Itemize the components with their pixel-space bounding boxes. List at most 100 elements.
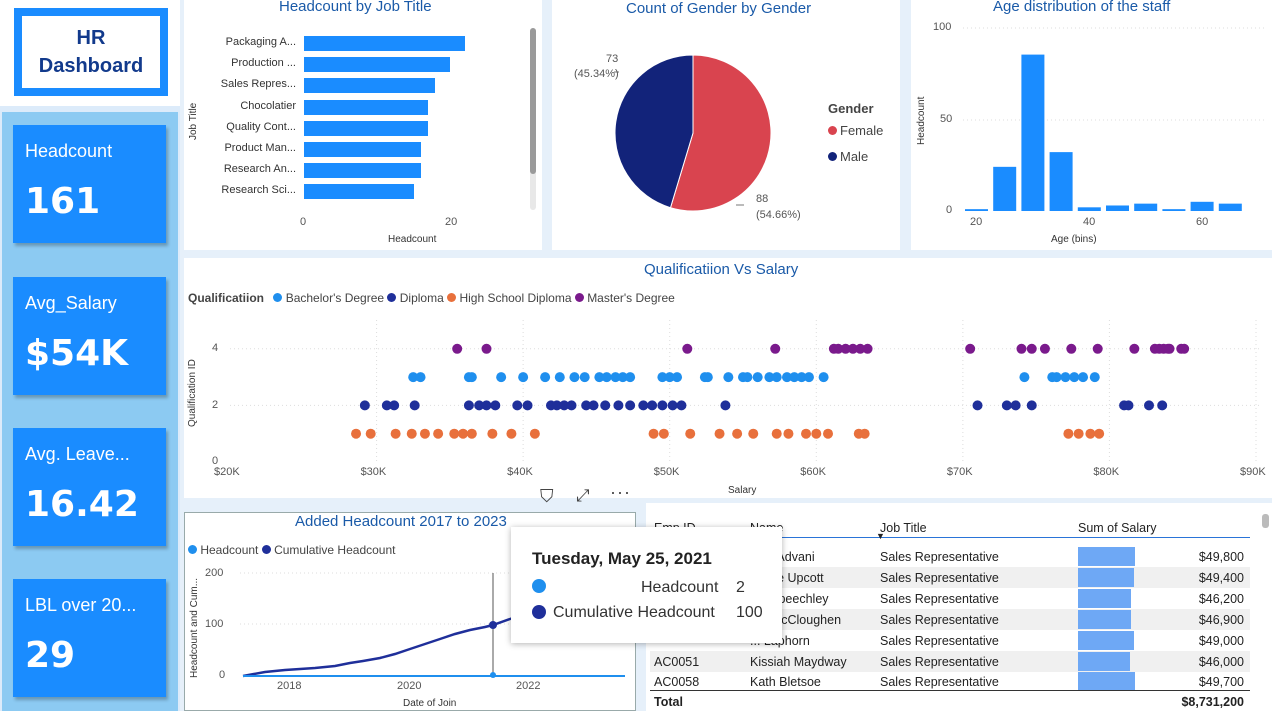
scatter-point[interactable] bbox=[481, 400, 492, 411]
pie-slice-female[interactable] bbox=[669, 54, 772, 212]
scatter-point[interactable] bbox=[664, 372, 675, 383]
scatter-point[interactable] bbox=[1144, 400, 1155, 411]
scatter-point[interactable] bbox=[481, 343, 492, 354]
job-bar[interactable] bbox=[304, 142, 421, 157]
scrollbar[interactable] bbox=[530, 28, 536, 210]
job-bar[interactable] bbox=[304, 99, 429, 115]
scatter-point[interactable] bbox=[1129, 343, 1140, 354]
age-bar[interactable] bbox=[1106, 205, 1129, 211]
scatter-point[interactable] bbox=[458, 428, 469, 439]
scatter-point[interactable] bbox=[600, 400, 611, 411]
scatter-point[interactable] bbox=[847, 343, 858, 354]
scatter-point[interactable] bbox=[647, 400, 658, 411]
scatter-point[interactable] bbox=[1026, 343, 1037, 354]
table-row[interactable]: ...y Speechley Sales Representative $46,20… bbox=[650, 588, 1250, 609]
scatter-point[interactable] bbox=[588, 400, 599, 411]
scatter-point[interactable] bbox=[408, 372, 419, 383]
scatter-point[interactable] bbox=[625, 400, 636, 411]
job-bar[interactable] bbox=[304, 78, 436, 94]
scatter-point[interactable] bbox=[1085, 428, 1096, 439]
scatter-point[interactable] bbox=[764, 372, 775, 383]
scatter-point[interactable] bbox=[720, 400, 731, 411]
scatter-point[interactable] bbox=[415, 372, 426, 383]
scatter-point[interactable] bbox=[566, 400, 577, 411]
kpi-avg-salary-card[interactable]: Avg_Salary $54K bbox=[13, 277, 166, 395]
job-title-chart-card[interactable]: Headcount by Job Title Job Title Headcou… bbox=[184, 0, 542, 250]
table-row[interactable]: ...lene Upcott Sales Representative $49,40… bbox=[650, 566, 1250, 588]
scatter-point[interactable] bbox=[518, 372, 529, 383]
scrollbar-thumb[interactable] bbox=[530, 28, 536, 174]
job-bar[interactable] bbox=[304, 163, 421, 179]
focus-mode-icon[interactable]: ⤢ bbox=[576, 486, 590, 505]
scatter-point[interactable] bbox=[466, 372, 477, 383]
scatter-point[interactable] bbox=[419, 428, 430, 439]
scatter-point[interactable] bbox=[617, 372, 628, 383]
scatter-point[interactable] bbox=[610, 372, 621, 383]
scatter-point[interactable] bbox=[1078, 372, 1089, 383]
legend-item-masters[interactable]: Master's Degree bbox=[574, 291, 675, 305]
age-bar[interactable] bbox=[1077, 207, 1101, 211]
scatter-point[interactable] bbox=[771, 428, 782, 439]
legend-item-bachelors[interactable]: Bachelor's Degree bbox=[273, 291, 384, 305]
scatter-point[interactable] bbox=[601, 372, 612, 383]
scatter-point[interactable] bbox=[551, 400, 562, 411]
scatter-point[interactable] bbox=[1026, 400, 1037, 411]
scatter-point[interactable] bbox=[613, 400, 624, 411]
scatter-point[interactable] bbox=[1073, 428, 1084, 439]
scatter-point[interactable] bbox=[770, 343, 781, 354]
legend-item-male[interactable]: Male bbox=[828, 149, 868, 164]
job-bar[interactable] bbox=[304, 120, 429, 136]
scatter-point[interactable] bbox=[529, 428, 540, 439]
scatter-point[interactable] bbox=[406, 428, 417, 439]
scatter-point[interactable] bbox=[390, 428, 401, 439]
filter-icon[interactable]: ⛉ bbox=[540, 486, 554, 506]
scatter-point[interactable] bbox=[1039, 343, 1050, 354]
scatter-point[interactable] bbox=[1092, 343, 1103, 354]
age-chart-card[interactable]: Age distribution of the staff Headcount … bbox=[911, 0, 1272, 250]
scatter-point[interactable] bbox=[1051, 372, 1062, 383]
scatter-point[interactable] bbox=[540, 372, 551, 383]
scatter-point[interactable] bbox=[672, 372, 683, 383]
scatter-point[interactable] bbox=[732, 428, 743, 439]
scatter-point[interactable] bbox=[569, 372, 580, 383]
scatter-point[interactable] bbox=[714, 428, 725, 439]
scatter-point[interactable] bbox=[409, 400, 420, 411]
scatter-point[interactable] bbox=[859, 428, 870, 439]
scatter-point[interactable] bbox=[801, 428, 812, 439]
scatter-point[interactable] bbox=[581, 400, 592, 411]
legend-item-cumulative[interactable]: Cumulative Headcount bbox=[261, 543, 395, 557]
scatter-point[interactable] bbox=[1010, 400, 1021, 411]
scatter-point[interactable] bbox=[702, 372, 713, 383]
scatter-point[interactable] bbox=[554, 372, 565, 383]
col-header-salary[interactable]: Sum of Salary bbox=[1078, 521, 1157, 535]
scatter-point[interactable] bbox=[1164, 343, 1175, 354]
age-bar[interactable] bbox=[965, 209, 988, 211]
kpi-headcount-card[interactable]: Headcount 161 bbox=[13, 125, 166, 243]
scatter-point[interactable] bbox=[803, 372, 814, 383]
scatter-point[interactable] bbox=[506, 428, 517, 439]
scatter-point[interactable] bbox=[771, 372, 782, 383]
scatter-point[interactable] bbox=[1094, 428, 1105, 439]
scatter-point[interactable] bbox=[1069, 372, 1080, 383]
scatter-point[interactable] bbox=[972, 400, 983, 411]
scatter-point[interactable] bbox=[648, 428, 659, 439]
scatter-point[interactable] bbox=[1123, 400, 1134, 411]
age-bar[interactable] bbox=[993, 166, 1017, 211]
kpi-lbl-over-card[interactable]: LBL over 20... 29 bbox=[13, 579, 166, 697]
scatter-point[interactable] bbox=[682, 343, 693, 354]
age-bar[interactable] bbox=[1218, 203, 1242, 211]
scatter-point[interactable] bbox=[381, 400, 392, 411]
scatter-point[interactable] bbox=[748, 428, 759, 439]
scatter-point[interactable] bbox=[365, 428, 376, 439]
scatter-point[interactable] bbox=[789, 372, 800, 383]
scatter-point[interactable] bbox=[463, 400, 474, 411]
gender-chart-card[interactable]: Count of Gender by Gender 73 (45.34%) 88… bbox=[552, 0, 900, 250]
pie-slice-male[interactable] bbox=[614, 54, 694, 209]
job-bar[interactable] bbox=[304, 36, 465, 51]
scatter-point[interactable] bbox=[742, 372, 753, 383]
table-row[interactable]: AC0051 Kissiah Maydway Sales Representativ… bbox=[650, 650, 1250, 672]
scatter-point[interactable] bbox=[676, 400, 687, 411]
scatter-point[interactable] bbox=[685, 428, 696, 439]
legend-item-high-school[interactable]: High School Diploma bbox=[447, 291, 572, 305]
scatter-point[interactable] bbox=[823, 428, 834, 439]
